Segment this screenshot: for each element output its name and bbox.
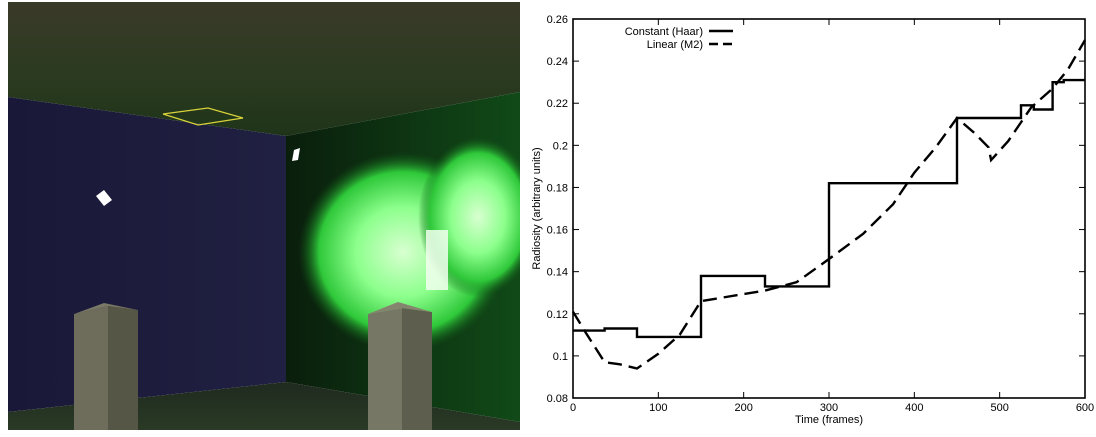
ceiling — [8, 2, 520, 136]
x-tick-label: 400 — [905, 402, 923, 414]
wall-marker-right — [292, 148, 300, 161]
bright-light-spot — [426, 230, 448, 290]
y-tick-label: 0.26 — [547, 14, 568, 26]
legend-label-constant-haar: Constant (Haar) — [625, 26, 703, 38]
legend: Constant (Haar) Linear (M2) — [625, 26, 733, 51]
y-axis-label: Radiosity (arbitrary units) — [531, 147, 543, 269]
chart-svg: 0 100 200 300 400 500 600 0.08 0.1 0.12 0.14 0.16 0.… — [531, 14, 1095, 426]
x-tick-label: 300 — [820, 402, 838, 414]
x-tick-label: 0 — [570, 402, 576, 414]
y-tick-label: 0.16 — [547, 225, 568, 237]
left-wall — [8, 97, 286, 412]
pillar-left-top — [74, 303, 138, 314]
ceiling-light-outline — [162, 107, 244, 126]
x-tick-label: 500 — [990, 402, 1008, 414]
wall-marker-left — [96, 190, 112, 206]
series-line-constant-haar — [573, 78, 1085, 339]
scene-svg — [8, 2, 520, 430]
y-tick-label: 0.14 — [547, 267, 568, 279]
y-tick-label: 0.18 — [547, 182, 568, 194]
y-tick-label: 0.1 — [553, 351, 568, 363]
x-tick-label: 200 — [734, 402, 752, 414]
x-tick-label: 600 — [1076, 402, 1094, 414]
legend-label-linear-m2: Linear (M2) — [647, 39, 703, 51]
pillar-right-side — [402, 308, 432, 430]
rendered-scene-image — [8, 2, 520, 430]
y-tick-label: 0.22 — [547, 98, 568, 110]
pillar-right-top — [368, 302, 432, 314]
y-tick-label: 0.24 — [547, 56, 568, 68]
pillar-left-side — [108, 306, 138, 430]
series-layer — [571, 39, 1087, 370]
y-tick-label: 0.08 — [547, 393, 568, 405]
y-tick-label: 0.12 — [547, 309, 568, 321]
pillar-right-front — [368, 308, 402, 430]
pillar-left-front — [74, 306, 108, 430]
radiosity-chart: 0 100 200 300 400 500 600 0.08 0.1 0.12 0.14 0.16 0.… — [526, 0, 1096, 432]
plot-frame — [572, 18, 1086, 399]
y-tick-label: 0.2 — [553, 140, 568, 152]
series-line-linear-m2 — [571, 39, 1087, 370]
ticks-layer: 0 100 200 300 400 500 600 0.08 0.1 0.12 0.14 0.16 0.… — [547, 14, 1095, 414]
x-tick-label: 100 — [649, 402, 667, 414]
x-axis-label: Time (frames) — [795, 414, 863, 426]
